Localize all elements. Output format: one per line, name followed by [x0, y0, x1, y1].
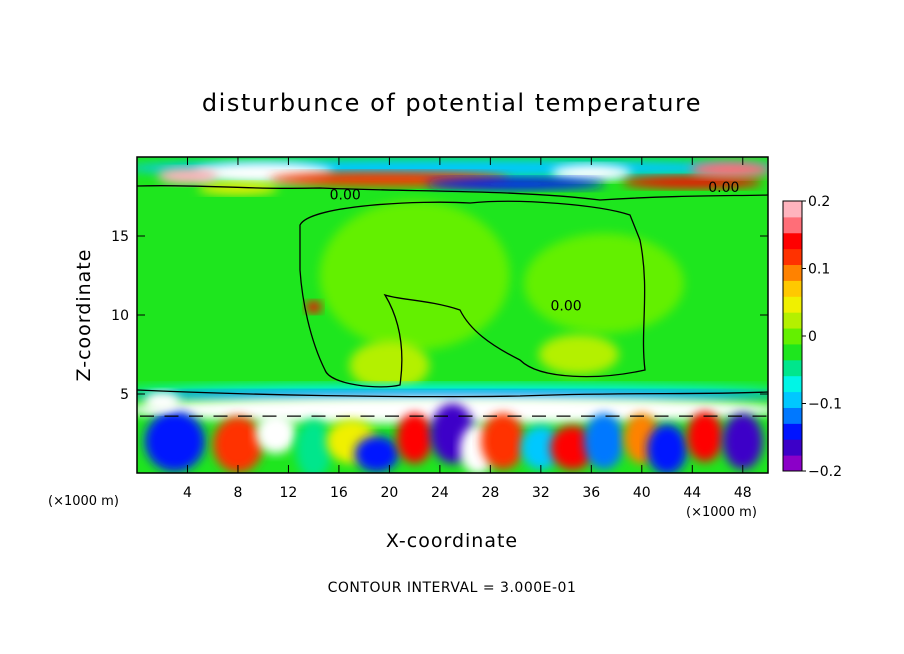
x-tick-label: 8: [233, 485, 242, 501]
field-patch: [255, 413, 296, 454]
y-axis-title: Z-coordinate: [73, 249, 95, 382]
field-patch: [583, 413, 624, 470]
field-patch: [212, 416, 263, 473]
contour-label: 0.00: [330, 188, 361, 204]
field-patch: [622, 176, 763, 189]
contour-line: [137, 389, 768, 398]
x-tick-label: 20: [380, 485, 398, 501]
field-patch: [647, 424, 688, 473]
field-patch: [157, 167, 218, 184]
field-patch: [295, 419, 332, 473]
contour-line: [299, 200, 646, 388]
colorbar-swatch: [783, 296, 802, 313]
x-tick-label: 28: [481, 485, 499, 501]
colorbar-swatch: [783, 264, 802, 281]
x-unit-left: (×1000 m): [48, 494, 119, 509]
chart-title: disturbunce of potential temperature: [202, 89, 702, 117]
field-patch: [319, 200, 510, 351]
field-patch: [396, 413, 433, 464]
field-patch: [425, 177, 606, 190]
colorbar-tick-label: −0.2: [808, 464, 842, 480]
field-patch: [197, 182, 278, 195]
field-patch: [144, 411, 205, 472]
colorbar-swatch: [783, 248, 802, 266]
colorbar-tick-label: 0.2: [808, 194, 830, 210]
x-tick-label: 36: [582, 485, 600, 501]
y-tick-label: 15: [111, 229, 129, 245]
colorbar-swatch: [783, 375, 802, 393]
x-tick-label: 44: [683, 485, 701, 501]
contour-label: 0.00: [550, 298, 581, 314]
plot-area: [137, 157, 768, 473]
colorbar-tick-label: 0.1: [808, 262, 830, 278]
colorbar-swatch: [783, 328, 802, 345]
temperature-field: [137, 159, 768, 473]
contour-line: [137, 184, 768, 201]
colorbar-swatch: [783, 439, 802, 456]
x-unit-right: (×1000 m): [686, 505, 757, 520]
field-patch: [354, 436, 399, 473]
colorbar-tick-label: 0: [808, 329, 817, 345]
colorbar-swatch: [783, 423, 802, 440]
x-tick-label: 24: [431, 485, 449, 501]
colorbar-swatch: [783, 359, 802, 377]
colorbar-swatch: [783, 201, 802, 218]
field-patch: [144, 391, 181, 412]
colorbar-swatch: [783, 343, 802, 361]
colorbar: 0.2 0.1 0 −0.1 −0.2: [782, 194, 842, 480]
field-patch: [690, 161, 768, 178]
field-patch: [686, 411, 723, 462]
field-patch: [538, 334, 619, 375]
field-patch: [523, 233, 684, 334]
y-axis: 5 10 15: [111, 229, 768, 403]
x-tick-label: 16: [330, 485, 348, 501]
y-tick-label: 5: [120, 387, 129, 403]
x-axis: 4 8 12 16 20 24 28 32 36 40 44 48: [183, 157, 752, 501]
field-patch: [722, 413, 763, 470]
field-patch: [305, 301, 322, 314]
colorbar-swatch: [783, 312, 802, 329]
colorbar-tick-label: −0.1: [808, 397, 842, 413]
x-tick-label: 48: [734, 485, 752, 501]
contour-label: 0.00: [708, 180, 739, 196]
field-patch: [520, 425, 561, 470]
field-patch: [550, 425, 595, 470]
contour-lines: [137, 184, 768, 417]
x-tick-label: 32: [532, 485, 550, 501]
x-axis-title: X-coordinate: [386, 530, 518, 552]
x-tick-label: 12: [280, 485, 298, 501]
colorbar-swatch: [783, 455, 802, 472]
field-patch: [349, 340, 430, 391]
colorbar-swatch: [783, 280, 802, 297]
field-patch: [551, 164, 632, 181]
field-patch: [480, 413, 525, 470]
colorbar-swatch: [783, 407, 802, 424]
colorbar-swatch: [783, 232, 802, 250]
colorbar-swatch: [783, 391, 802, 408]
contour-labels: 0.00 0.00 0.00: [330, 180, 740, 315]
y-tick-label: 10: [111, 308, 129, 324]
x-tick-label: 4: [183, 485, 192, 501]
contour-interval-label: CONTOUR INTERVAL = 3.000E-01: [328, 580, 577, 596]
colorbar-swatch: [783, 216, 802, 234]
x-tick-label: 40: [633, 485, 651, 501]
